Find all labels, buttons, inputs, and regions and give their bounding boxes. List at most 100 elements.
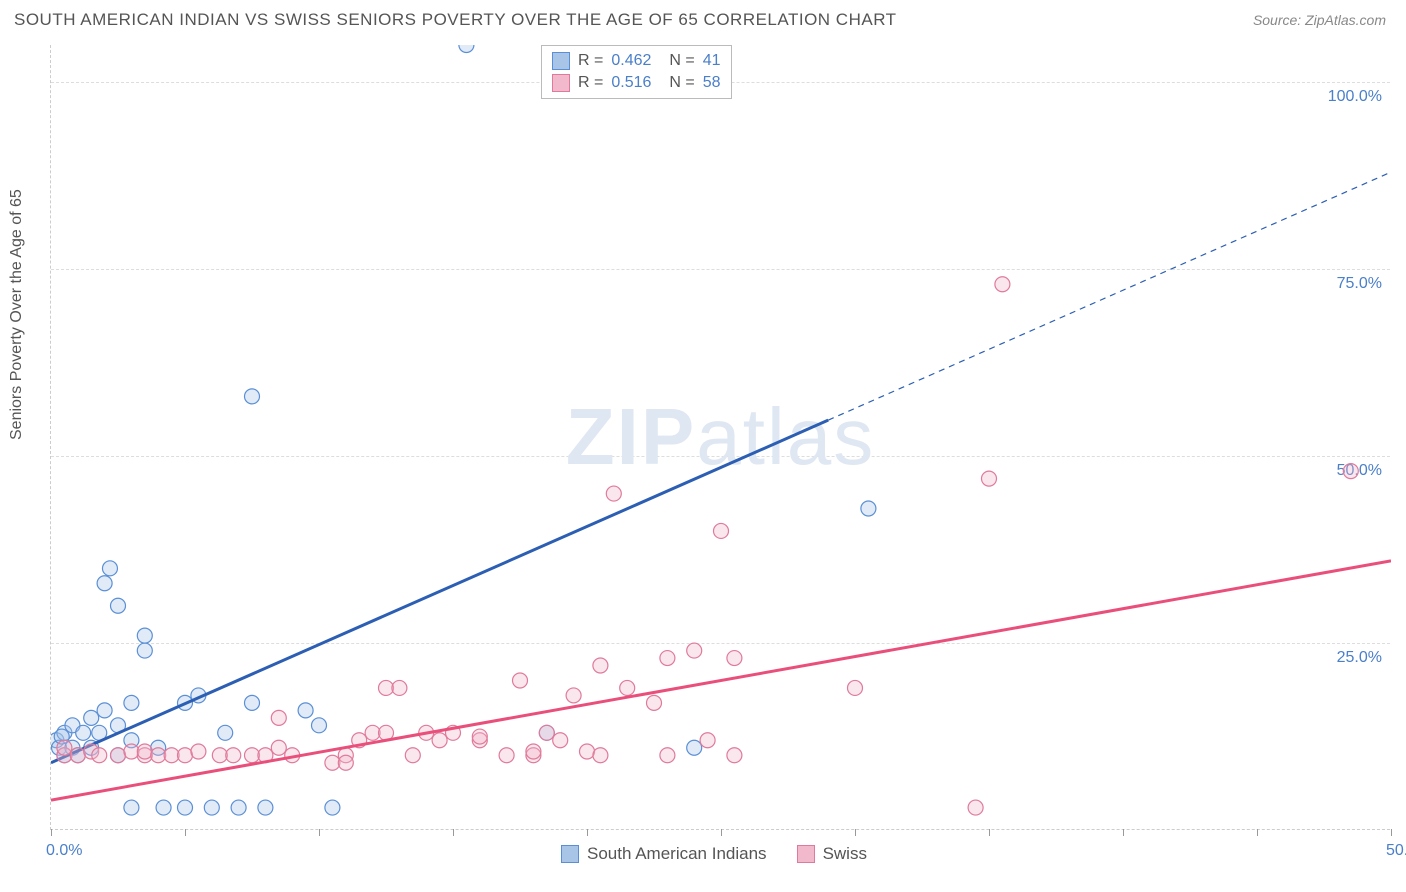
scatter-point [76, 725, 91, 740]
scatter-point [580, 744, 595, 759]
x-tick [453, 829, 454, 836]
scatter-point [714, 523, 729, 538]
scatter-point [178, 800, 193, 815]
series-legend-item: South American Indians [561, 844, 767, 864]
scatter-point [982, 471, 997, 486]
scatter-point [687, 740, 702, 755]
scatter-point [727, 748, 742, 763]
scatter-point [325, 800, 340, 815]
scatter-point [660, 748, 675, 763]
scatter-point [593, 658, 608, 673]
scatter-point [392, 680, 407, 695]
scatter-point [298, 703, 313, 718]
x-tick [1123, 829, 1124, 836]
x-tick [1257, 829, 1258, 836]
scatter-point [124, 744, 139, 759]
x-tick [989, 829, 990, 836]
scatter-point [271, 740, 286, 755]
scatter-point [405, 748, 420, 763]
scatter-point [499, 748, 514, 763]
x-tick [51, 829, 52, 836]
x-tick [185, 829, 186, 836]
scatter-point [102, 561, 117, 576]
x-tick-label: 50.0% [1386, 842, 1406, 860]
scatter-point [620, 680, 635, 695]
scatter-point [124, 800, 139, 815]
series-name: Swiss [823, 844, 867, 864]
scatter-svg [51, 45, 1391, 830]
scatter-point [271, 710, 286, 725]
scatter-point [164, 748, 179, 763]
scatter-point [459, 45, 474, 53]
scatter-point [647, 695, 662, 710]
series-name: South American Indians [587, 844, 767, 864]
series-legend: South American Indians Swiss [561, 844, 867, 864]
scatter-point [137, 744, 152, 759]
scatter-point [111, 598, 126, 613]
scatter-point [432, 733, 447, 748]
correlation-legend-row: R = 0.462 N = 41 [552, 50, 721, 72]
scatter-point [178, 748, 193, 763]
scatter-point [727, 651, 742, 666]
correlation-legend-row: R = 0.516 N = 58 [552, 72, 721, 94]
scatter-point [687, 643, 702, 658]
trend-line-extrapolated [828, 172, 1391, 420]
scatter-point [539, 725, 554, 740]
scatter-point [245, 748, 260, 763]
scatter-point [70, 748, 85, 763]
legend-swatch [561, 845, 579, 863]
x-tick-label: 0.0% [46, 842, 82, 860]
trend-line [51, 561, 1391, 800]
scatter-point [111, 748, 126, 763]
scatter-point [325, 755, 340, 770]
x-tick [587, 829, 588, 836]
scatter-point [212, 748, 227, 763]
scatter-point [1343, 464, 1358, 479]
scatter-point [97, 703, 112, 718]
scatter-point [553, 733, 568, 748]
scatter-point [218, 725, 233, 740]
chart-header: SOUTH AMERICAN INDIAN VS SWISS SENIORS P… [0, 0, 1406, 35]
scatter-point [312, 718, 327, 733]
scatter-point [526, 744, 541, 759]
scatter-point [137, 643, 152, 658]
x-tick [855, 829, 856, 836]
x-tick [319, 829, 320, 836]
legend-swatch [797, 845, 815, 863]
scatter-point [513, 673, 528, 688]
x-tick [721, 829, 722, 836]
scatter-point [566, 688, 581, 703]
scatter-point [660, 651, 675, 666]
trend-line [51, 420, 828, 763]
correlation-legend: R = 0.462 N = 41 R = 0.516 N = 58 [541, 45, 732, 99]
scatter-point [258, 800, 273, 815]
scatter-point [57, 740, 72, 755]
scatter-point [231, 800, 246, 815]
scatter-point [365, 725, 380, 740]
scatter-point [995, 277, 1010, 292]
scatter-point [137, 628, 152, 643]
scatter-point [97, 576, 112, 591]
scatter-point [245, 389, 260, 404]
scatter-point [156, 800, 171, 815]
scatter-point [379, 680, 394, 695]
scatter-point [472, 729, 487, 744]
scatter-point [226, 748, 241, 763]
scatter-point [245, 695, 260, 710]
scatter-point [700, 733, 715, 748]
scatter-point [84, 710, 99, 725]
scatter-point [151, 748, 166, 763]
scatter-point [593, 748, 608, 763]
x-tick [1391, 829, 1392, 836]
scatter-point [861, 501, 876, 516]
scatter-point [606, 486, 621, 501]
scatter-point [191, 744, 206, 759]
source-attribution: Source: ZipAtlas.com [1253, 12, 1386, 28]
scatter-point [968, 800, 983, 815]
series-legend-item: Swiss [797, 844, 867, 864]
chart-title: SOUTH AMERICAN INDIAN VS SWISS SENIORS P… [14, 10, 897, 30]
scatter-point [848, 680, 863, 695]
scatter-point [124, 695, 139, 710]
scatter-point [204, 800, 219, 815]
legend-swatch [552, 52, 570, 70]
